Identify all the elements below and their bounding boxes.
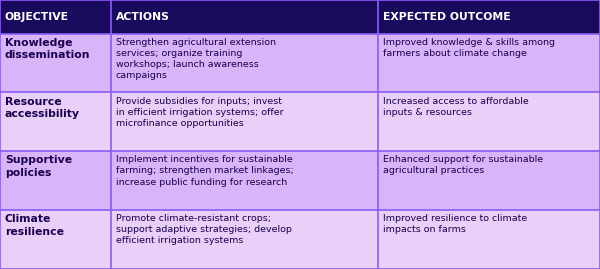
Bar — [378, 34, 600, 93]
Text: Improved resilience to climate
impacts on farms: Improved resilience to climate impacts o… — [383, 214, 527, 234]
Text: Resource
accessibility: Resource accessibility — [5, 97, 80, 119]
Text: Improved knowledge & skills among
farmers about climate change: Improved knowledge & skills among farmer… — [383, 38, 555, 58]
Text: Climate
resilience: Climate resilience — [5, 214, 64, 237]
Bar — [111, 34, 378, 93]
Bar — [0, 93, 111, 151]
Text: ACTIONS: ACTIONS — [116, 12, 170, 22]
Text: Knowledge
dissemination: Knowledge dissemination — [5, 38, 90, 60]
Bar — [0, 151, 111, 210]
Text: Enhanced support for sustainable
agricultural practices: Enhanced support for sustainable agricul… — [383, 155, 543, 175]
Bar — [0, 210, 111, 269]
Bar — [111, 93, 378, 151]
Bar — [111, 0, 378, 34]
Bar — [0, 0, 111, 34]
Text: Implement incentives for sustainable
farming; strengthen market linkages;
increa: Implement incentives for sustainable far… — [116, 155, 293, 186]
Bar — [0, 34, 111, 93]
Text: Supportive
policies: Supportive policies — [5, 155, 72, 178]
Text: Promote climate-resistant crops;
support adaptive strategies; develop
efficient : Promote climate-resistant crops; support… — [116, 214, 292, 245]
Text: Increased access to affordable
inputs & resources: Increased access to affordable inputs & … — [383, 97, 529, 116]
Text: OBJECTIVE: OBJECTIVE — [5, 12, 69, 22]
Bar — [378, 93, 600, 151]
Bar — [378, 0, 600, 34]
Bar — [111, 210, 378, 269]
Bar — [378, 210, 600, 269]
Bar — [378, 151, 600, 210]
Bar — [111, 151, 378, 210]
Text: Provide subsidies for inputs; invest
in efficient irrigation systems; offer
micr: Provide subsidies for inputs; invest in … — [116, 97, 283, 128]
Text: EXPECTED OUTCOME: EXPECTED OUTCOME — [383, 12, 511, 22]
Text: Strengthen agricultural extension
services; organize training
workshops; launch : Strengthen agricultural extension servic… — [116, 38, 276, 80]
